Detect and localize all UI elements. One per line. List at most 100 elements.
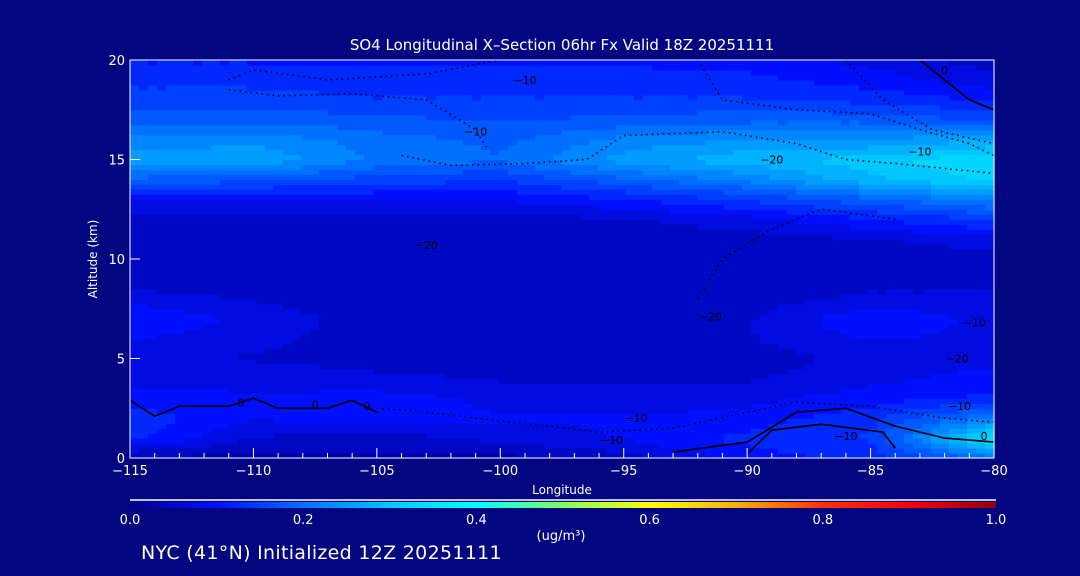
heatmap-cell [715,453,725,459]
heatmap-cell [301,313,311,320]
heatmap-cell [634,268,644,275]
heatmap-cell [805,448,815,454]
heatmap-cell [382,234,392,240]
heatmap-cell [553,443,563,449]
heatmap-cell [193,383,203,389]
heatmap-cell [130,259,140,265]
heatmap-cell [319,234,329,240]
heatmap-cell [598,453,608,459]
heatmap-cell [967,343,977,350]
heatmap-cell [274,443,284,449]
heatmap-cell [193,273,203,280]
heatmap-cell [742,283,752,290]
heatmap-cell [391,418,401,424]
heatmap-cell [697,418,707,424]
heatmap-cell [616,453,626,459]
heatmap-cell [778,239,788,245]
heatmap-cell [166,259,176,265]
heatmap-cell [670,293,680,300]
heatmap-cell [841,408,851,414]
heatmap-cell [481,358,491,365]
heatmap-cell [283,323,293,330]
heatmap-cell [274,453,284,459]
heatmap-cell [454,263,464,270]
heatmap-cell [949,308,959,315]
heatmap-cell [301,378,311,384]
heatmap-cell [877,259,887,265]
heatmap-cell [850,428,860,434]
heatmap-cell [490,224,500,230]
heatmap-cell [364,239,374,245]
heatmap-cell [670,224,680,230]
heatmap-cell [715,408,725,414]
heatmap-cell [184,254,194,260]
heatmap-cell [715,338,725,345]
heatmap-cell [382,413,392,419]
heatmap-cell [949,229,959,235]
heatmap-cell [967,378,977,384]
heatmap-cell [958,418,968,424]
heatmap-cell [319,353,329,360]
heatmap-cell [571,368,581,375]
heatmap-cell [724,268,734,275]
heatmap-cell [247,278,257,285]
heatmap-cell [211,313,221,320]
heatmap-cell [985,278,995,285]
heatmap-cell [535,373,545,379]
heatmap-cell [265,293,275,300]
heatmap-cell [643,219,653,225]
heatmap-cell [625,224,635,230]
heatmap-cell [679,358,689,365]
heatmap-cell [175,348,185,355]
heatmap-cell [328,259,338,265]
heatmap-cell [148,453,158,459]
heatmap-cell [940,303,950,310]
heatmap-cell [733,453,743,459]
heatmap-cell [814,398,824,404]
heatmap-cell [598,393,608,399]
heatmap-cell [634,423,644,429]
heatmap-cell [526,278,536,285]
heatmap-cell [967,273,977,280]
heatmap-cell [976,288,986,295]
heatmap-cell [175,273,185,280]
heatmap-cell [886,303,896,310]
heatmap-cell [553,239,563,245]
heatmap-cell [130,214,140,220]
heatmap-cell [841,268,851,275]
heatmap-cell [670,234,680,240]
heatmap-cell [409,408,419,414]
heatmap-cell [265,298,275,305]
heatmap-cell [148,433,158,439]
heatmap-cell [670,278,680,285]
heatmap-cell [382,353,392,360]
heatmap-cell [391,313,401,320]
heatmap-cell [328,393,338,399]
heatmap-cell [319,393,329,399]
heatmap-cell [823,348,833,355]
heatmap-cell [715,293,725,300]
heatmap-cell [346,288,356,295]
heatmap-cell [328,378,338,384]
heatmap-cell [877,453,887,459]
heatmap-cell [805,278,815,285]
heatmap-cell [634,283,644,290]
heatmap-cell [445,254,455,260]
heatmap-cell [598,423,608,429]
heatmap-cell [625,338,635,345]
heatmap-cell [436,423,446,429]
heatmap-cell [499,323,509,330]
heatmap-cell [274,283,284,290]
heatmap-cell [400,433,410,439]
heatmap-cell [913,229,923,235]
heatmap-cell [706,363,716,370]
heatmap-cell [283,308,293,315]
heatmap-cell [166,263,176,270]
heatmap-cell [364,293,374,300]
heatmap-cell [769,378,779,384]
heatmap-cell [562,338,572,345]
heatmap-cell [148,398,158,404]
heatmap-cell [580,438,590,444]
heatmap-cell [391,283,401,290]
heatmap-cell [400,353,410,360]
